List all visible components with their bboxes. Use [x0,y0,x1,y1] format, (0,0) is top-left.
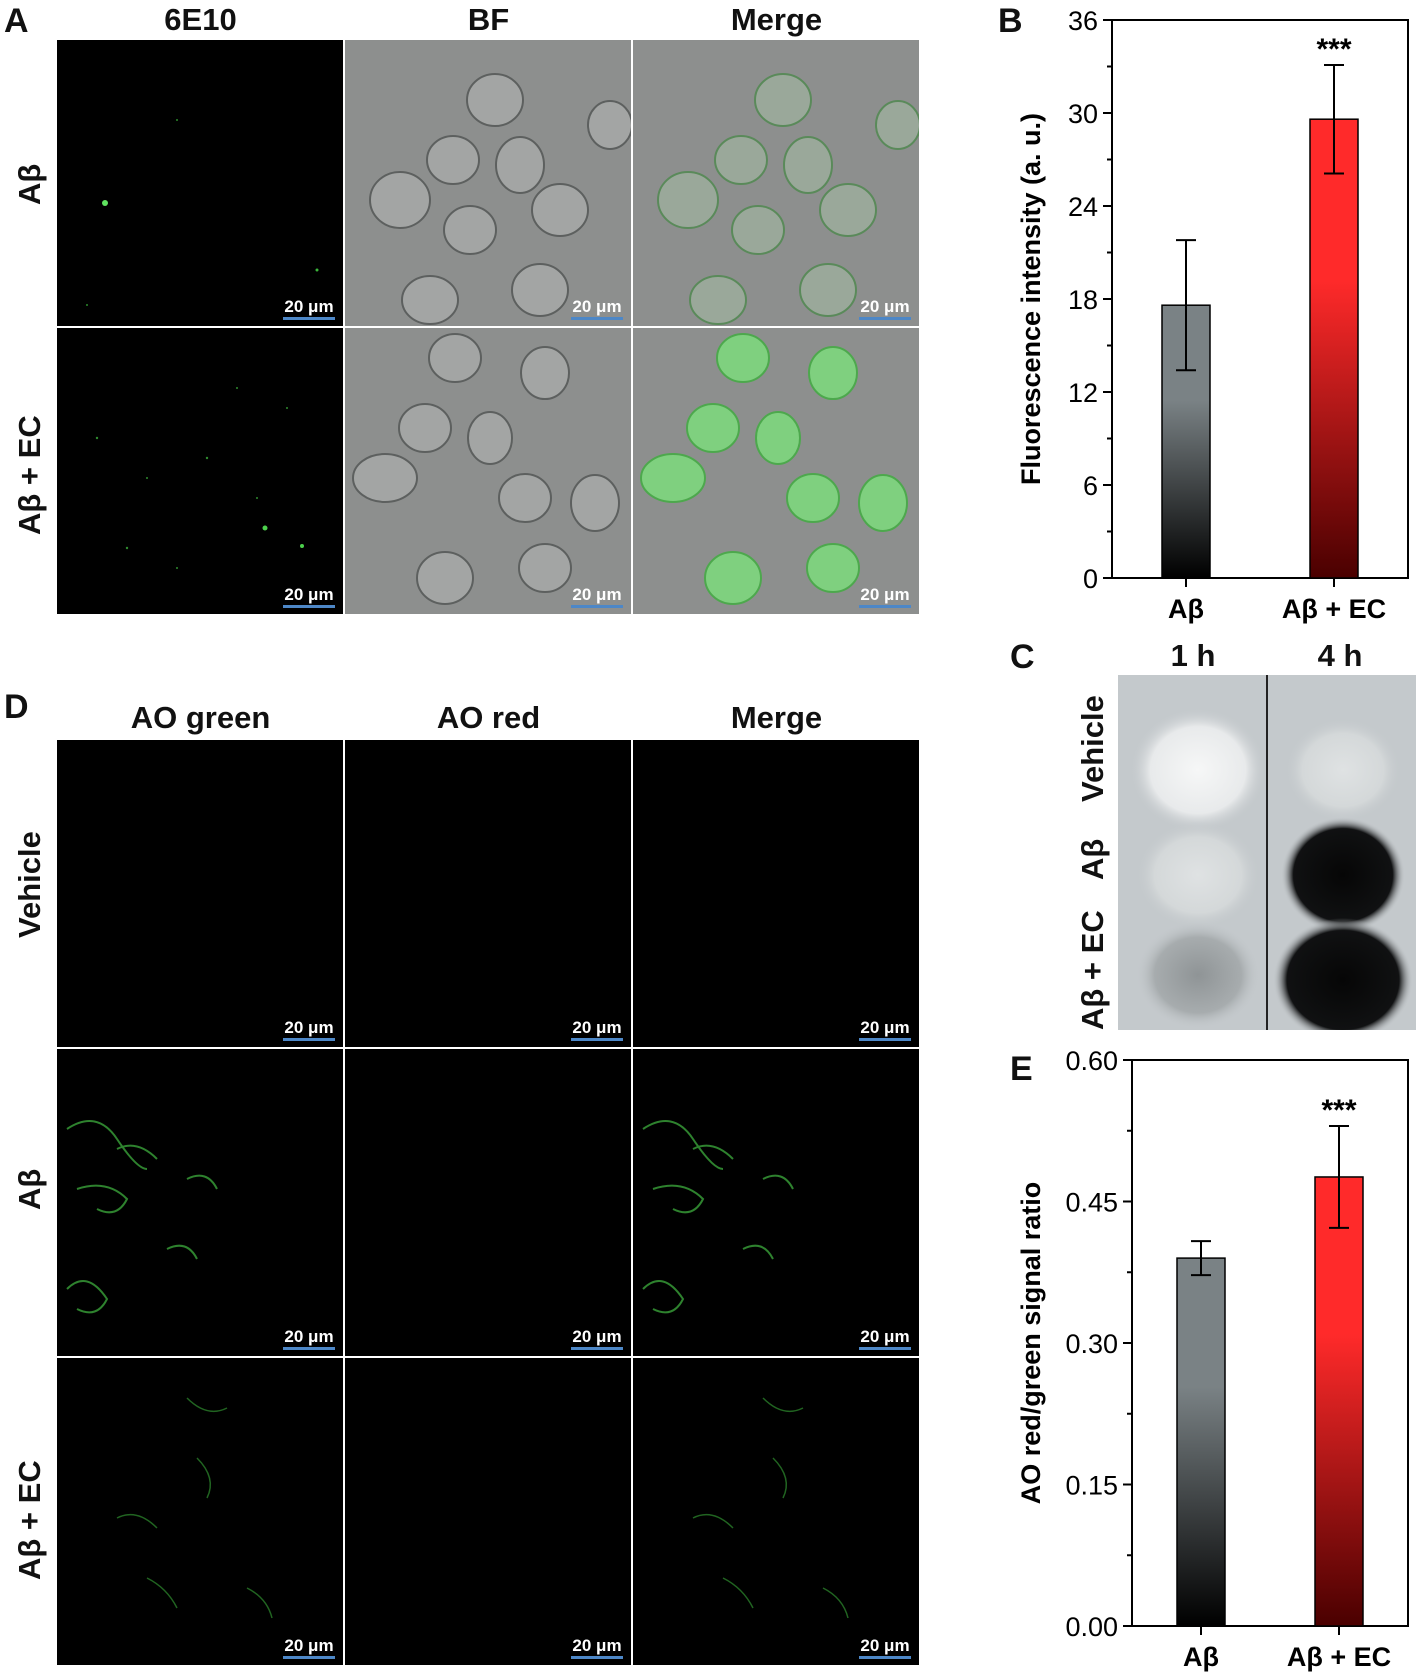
row-header-abeta: Aβ [1075,838,1110,880]
x-tick-label-1: Aβ + EC [1287,1642,1391,1672]
scale-bar: 20 μm [283,586,335,608]
x-tick-label-0: Aβ [1168,594,1204,624]
scale-bar: 20 μm [283,298,335,320]
panel-label-d: D [4,688,29,726]
y-tick-label: 18 [1068,285,1098,315]
scale-bar: 20 μm [859,1637,911,1659]
micrograph-6e10-abeta-ec: 20 μm [57,328,343,614]
y-tick-label: 0.30 [1065,1329,1118,1359]
y-tick-label: 12 [1068,378,1098,408]
y-tick-label: 0.45 [1065,1188,1118,1218]
row-header-abeta: Aβ [12,163,47,205]
bar-chart-fluorescence: 0 6 12 18 24 30 36 Fluorescence intensity (a. u… [1016,6,1409,624]
scale-bar: 20 μm [283,1019,335,1041]
scale-bar: 20 μm [859,1328,911,1350]
bar-chart-ao-ratio: 0.00 0.15 0.30 0.45 0.60 AO red/green signal … [1016,1046,1409,1672]
scale-bar: 20 μm [859,298,911,320]
scale-bar: 20 μm [571,1019,623,1041]
y-tick-label: 0.00 [1065,1612,1118,1642]
row-header-vehicle: Vehicle [1075,695,1110,802]
panel-label-e: E [1010,1050,1033,1088]
column-header-bf: BF [467,2,510,37]
scale-bar: 20 μm [571,1637,623,1659]
row-header-abeta-ec: Aβ + EC [12,1460,47,1580]
y-axis-label: AO red/green signal ratio [1016,1182,1046,1505]
bar-1 [1309,118,1359,579]
significance-marker-1: *** [1316,33,1351,66]
scale-bar: 20 μm [571,1328,623,1350]
row-header-abeta: Aβ [12,1168,47,1210]
scale-bar: 20 μm [571,586,623,608]
row-header-vehicle: Vehicle [12,831,47,938]
micrograph-bf-abeta: 20 μm [345,40,631,326]
micrograph-merge-abeta-ec: 20 μm [633,328,919,614]
y-tick-label: 0.15 [1065,1471,1118,1501]
panel-label-c: C [1010,638,1035,676]
micrograph-ao-green-abeta: 20 μm [57,1049,343,1356]
y-tick-label: 24 [1068,192,1098,222]
significance-marker-1: *** [1321,1094,1356,1127]
column-header-ao-red: AO red [436,700,541,735]
micrograph-ao-red-abeta: 20 μm [345,1049,631,1356]
column-header-merge: Merge [730,2,823,37]
panel-label-a: A [4,2,29,40]
column-header-ao-green: AO green [130,700,271,735]
row-header-abeta-ec: Aβ + EC [12,415,47,535]
x-tick-label-0: Aβ [1183,1642,1219,1672]
micrograph-ao-red-abeta-ec: 20 μm [345,1358,631,1665]
y-tick-label: 0 [1083,564,1098,594]
column-header-merge: Merge [730,700,823,735]
column-header-1h: 1 h [1170,638,1216,673]
scale-bar: 20 μm [859,1019,911,1041]
plot-frame [1131,1059,1409,1627]
micrograph-ao-green-abeta-ec: 20 μm [57,1358,343,1665]
micrograph-6e10-abeta: 20 μm [57,40,343,326]
micrograph-merge-abeta: 20 μm [633,40,919,326]
scale-bar: 20 μm [283,1637,335,1659]
y-axis-label: Fluorescence intensity (a. u.) [1016,113,1046,485]
bar-1 [1314,1176,1364,1627]
y-tick-label: 30 [1068,99,1098,129]
micrograph-ao-green-vehicle: 20 μm [57,740,343,1047]
micrograph-merge-vehicle: 20 μm [633,740,919,1047]
micrograph-merge-abeta: 20 μm [633,1049,919,1356]
panel-label-b: B [998,2,1023,40]
scale-bar: 20 μm [571,298,623,320]
bar-0 [1176,1257,1226,1627]
column-header-4h: 4 h [1317,638,1363,673]
micrograph-merge-abeta-ec: 20 μm [633,1358,919,1665]
column-header-6e10: 6E10 [164,2,237,37]
micrograph-bf-abeta-ec: 20 μm [345,328,631,614]
y-tick-label: 0.60 [1065,1046,1118,1076]
dot-blot [1118,675,1416,1030]
plot-frame [1111,19,1409,579]
y-tick-label: 6 [1083,471,1098,501]
micrograph-ao-red-vehicle: 20 μm [345,740,631,1047]
x-tick-label-1: Aβ + EC [1282,594,1386,624]
scale-bar: 20 μm [859,586,911,608]
scale-bar: 20 μm [283,1328,335,1350]
y-tick-label: 36 [1068,6,1098,36]
row-header-abeta-ec: Aβ + EC [1075,910,1110,1030]
